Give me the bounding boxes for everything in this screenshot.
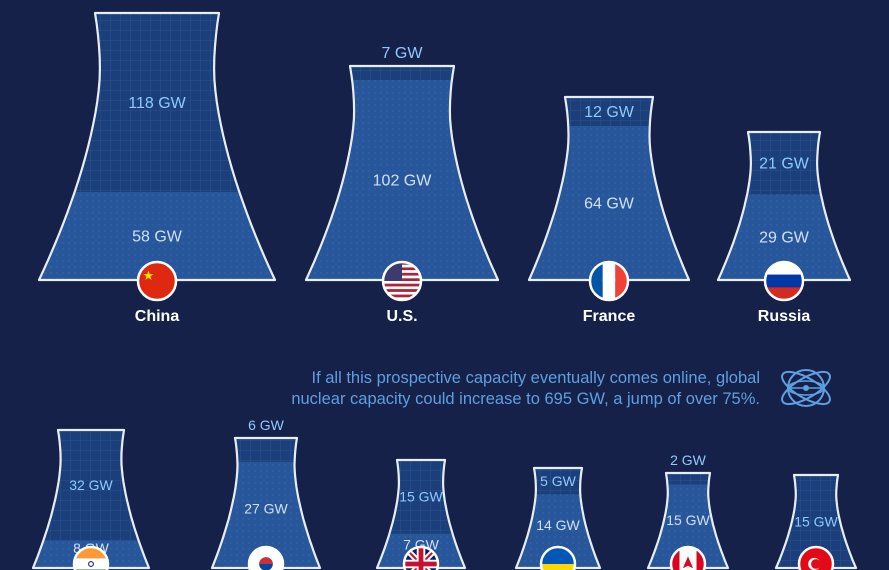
- label-prospective: 2 GW: [670, 452, 707, 468]
- us-flag: [381, 260, 423, 302]
- bar-prospective-grid: [235, 438, 297, 462]
- label-prospective: 32 GW: [69, 477, 113, 493]
- bar-operating-dots: [529, 125, 689, 281]
- svg-text:★: ★: [142, 269, 154, 284]
- tower-u-s-: 7 GW 102 GW U.S.: [304, 45, 500, 325]
- tower-t-rkiye: 15 GW: [774, 473, 858, 570]
- tower-france: 12 GW 64 GW France: [527, 95, 691, 325]
- tower-u-k-: 15 GW7 GW: [375, 458, 467, 570]
- tower-canada: 2 GW 15 GW: [646, 452, 730, 570]
- india-flag: [72, 545, 110, 570]
- atom-icon: [781, 369, 831, 407]
- note-line-2: nuclear capacity could increase to 695 G…: [291, 390, 760, 408]
- bar-prospective-grid: [565, 97, 653, 126]
- label-operating: 14 GW: [536, 517, 580, 533]
- south-korea-flag: [247, 545, 285, 570]
- russia-flag: [763, 260, 805, 302]
- label-prospective: 12 GW: [584, 104, 635, 121]
- note-line-1: If all this prospective capacity eventua…: [311, 369, 761, 387]
- bar-prospective-grid: [74, 13, 240, 192]
- bar-operating-dots: [516, 494, 600, 568]
- tower-outline: [514, 466, 602, 570]
- tower-south-korea: 6 GW 27 GW: [210, 417, 322, 570]
- label-prospective: 7 GW: [382, 45, 424, 62]
- bar-prospective-grid: [389, 460, 453, 534]
- tower-ukraine: 5 GW 14 GW: [514, 466, 602, 570]
- tower-outline: [716, 130, 852, 282]
- tower-outline: [37, 11, 277, 282]
- turkiye-flag: [797, 545, 835, 570]
- tower-outline: [304, 64, 500, 282]
- label-operating: 58 GW: [132, 229, 183, 246]
- tower-outline: [31, 428, 151, 570]
- label-prospective: 15 GW: [399, 489, 443, 505]
- tower-china: 118 GW 58 GW ★ China: [37, 11, 277, 325]
- uk-flag: [402, 545, 440, 570]
- label-prospective: 5 GW: [540, 473, 577, 489]
- tower-india: 32 GW8 GW: [31, 428, 151, 570]
- tower-outline: [646, 471, 730, 570]
- label-prospective: 21 GW: [759, 156, 810, 173]
- annotation-note: If all this prospective capacity eventua…: [230, 368, 760, 410]
- label-prospective: 15 GW: [794, 513, 838, 529]
- tower-outline: [210, 436, 322, 570]
- bar-prospective-grid: [350, 66, 454, 80]
- china-flag: ★: [136, 260, 178, 302]
- label-operating: 29 GW: [759, 230, 810, 247]
- label-prospective: 6 GW: [248, 417, 285, 433]
- country-label: U.S.: [386, 308, 417, 325]
- ukraine-flag: [539, 545, 577, 570]
- bar-prospective-grid: [666, 473, 710, 485]
- country-label: China: [135, 308, 180, 325]
- bar-prospective-grid: [43, 430, 139, 541]
- bar-operating-dots: [718, 194, 850, 280]
- label-operating: 27 GW: [244, 501, 288, 517]
- bar-operating-dots: [39, 192, 275, 280]
- tower-outline: [774, 473, 858, 570]
- label-operating: 102 GW: [373, 172, 433, 189]
- country-label: France: [583, 308, 636, 325]
- label-prospective: 118 GW: [128, 95, 186, 112]
- bar-operating-dots: [648, 484, 728, 568]
- tower-russia: 21 GW 29 GW Russia: [716, 130, 852, 325]
- bar-prospective-grid: [534, 468, 582, 495]
- france-flag: [588, 260, 630, 302]
- canada-flag: [669, 545, 707, 570]
- bar-prospective-grid: [747, 132, 821, 195]
- tower-outline: [375, 458, 467, 570]
- label-operating: 15 GW: [666, 512, 710, 528]
- tower-outline: [527, 95, 691, 282]
- label-operating: 64 GW: [584, 196, 635, 213]
- bar-operating-dots: [212, 461, 320, 568]
- country-label: Russia: [758, 308, 811, 325]
